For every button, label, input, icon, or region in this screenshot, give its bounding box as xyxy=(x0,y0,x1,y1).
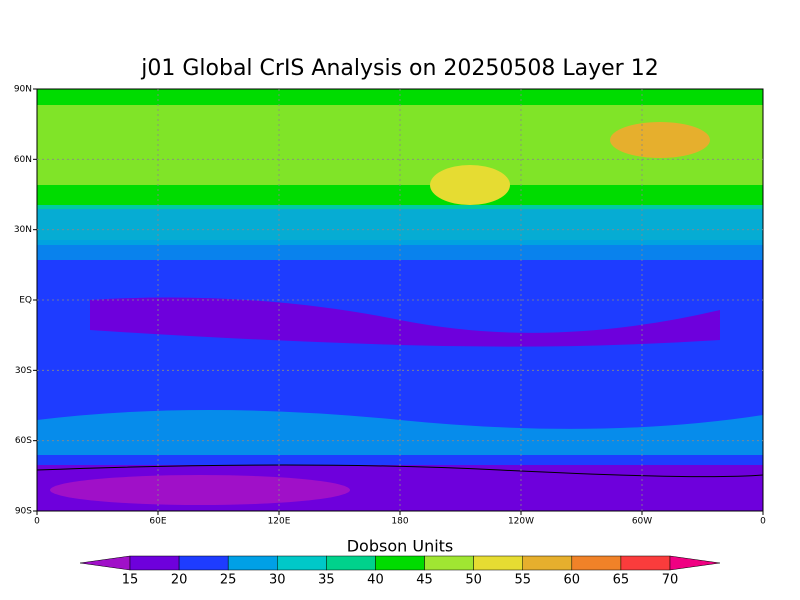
colorbar-label: 65 xyxy=(613,573,630,588)
lon-label: 0 xyxy=(760,517,766,527)
lon-label: 0 xyxy=(34,517,40,527)
lat-label: 90N xyxy=(14,85,32,95)
colorbar-segment xyxy=(522,555,573,571)
colorbar-segment xyxy=(620,555,671,571)
colorbar-label: 55 xyxy=(514,573,531,588)
lat-label: EQ xyxy=(19,296,32,306)
field-south xyxy=(37,410,763,455)
lat-label: 30S xyxy=(15,366,32,376)
colorbar-label: 25 xyxy=(220,573,237,588)
colorbar-segment xyxy=(227,555,278,571)
colorbar-label: 50 xyxy=(465,573,482,588)
lon-label: 180 xyxy=(391,517,408,527)
colorbar-segment xyxy=(424,555,474,571)
lat-label: 90S xyxy=(15,507,32,517)
lon-label: 60W xyxy=(632,517,652,527)
title: j01 Global CrIS Analysis on 20250508 Lay… xyxy=(140,56,658,81)
field-low xyxy=(50,475,350,505)
colorbar-segment xyxy=(326,555,376,571)
colorbar-label: 40 xyxy=(367,573,384,588)
colorbar: Dobson Units 15 20 25 30 35 40 45 50 55 60 65 70 xyxy=(79,537,721,588)
colorbar-label: 20 xyxy=(171,573,188,588)
colorbar-under xyxy=(79,555,131,571)
lat-label: 30N xyxy=(14,225,32,235)
colorbar-segment xyxy=(178,555,229,571)
colorbar-label: 35 xyxy=(318,573,335,588)
colorbar-label: 70 xyxy=(662,573,679,588)
lon-label: 60E xyxy=(149,517,166,527)
lon-label: 120W xyxy=(508,517,534,527)
colorbar-label: 15 xyxy=(122,573,139,588)
colorbar-over xyxy=(669,555,721,571)
colorbar-label: 60 xyxy=(564,573,581,588)
lat-label: 60N xyxy=(14,155,32,165)
lon-label: 120E xyxy=(268,517,291,527)
lat-label: 60S xyxy=(15,436,32,446)
colorbar-title: Dobson Units xyxy=(347,537,454,556)
colorbar-label: 45 xyxy=(416,573,433,588)
colorbar-segment xyxy=(473,555,523,571)
coastline xyxy=(36,464,764,478)
colorbar-segment xyxy=(571,555,622,571)
field-high xyxy=(610,122,710,158)
field-high xyxy=(430,165,510,205)
colorbar-segment xyxy=(277,555,327,571)
colorbar-segment xyxy=(375,555,425,571)
colorbar-segment xyxy=(129,555,180,571)
field-tropics xyxy=(90,297,720,347)
colorbar-label: 30 xyxy=(269,573,286,588)
